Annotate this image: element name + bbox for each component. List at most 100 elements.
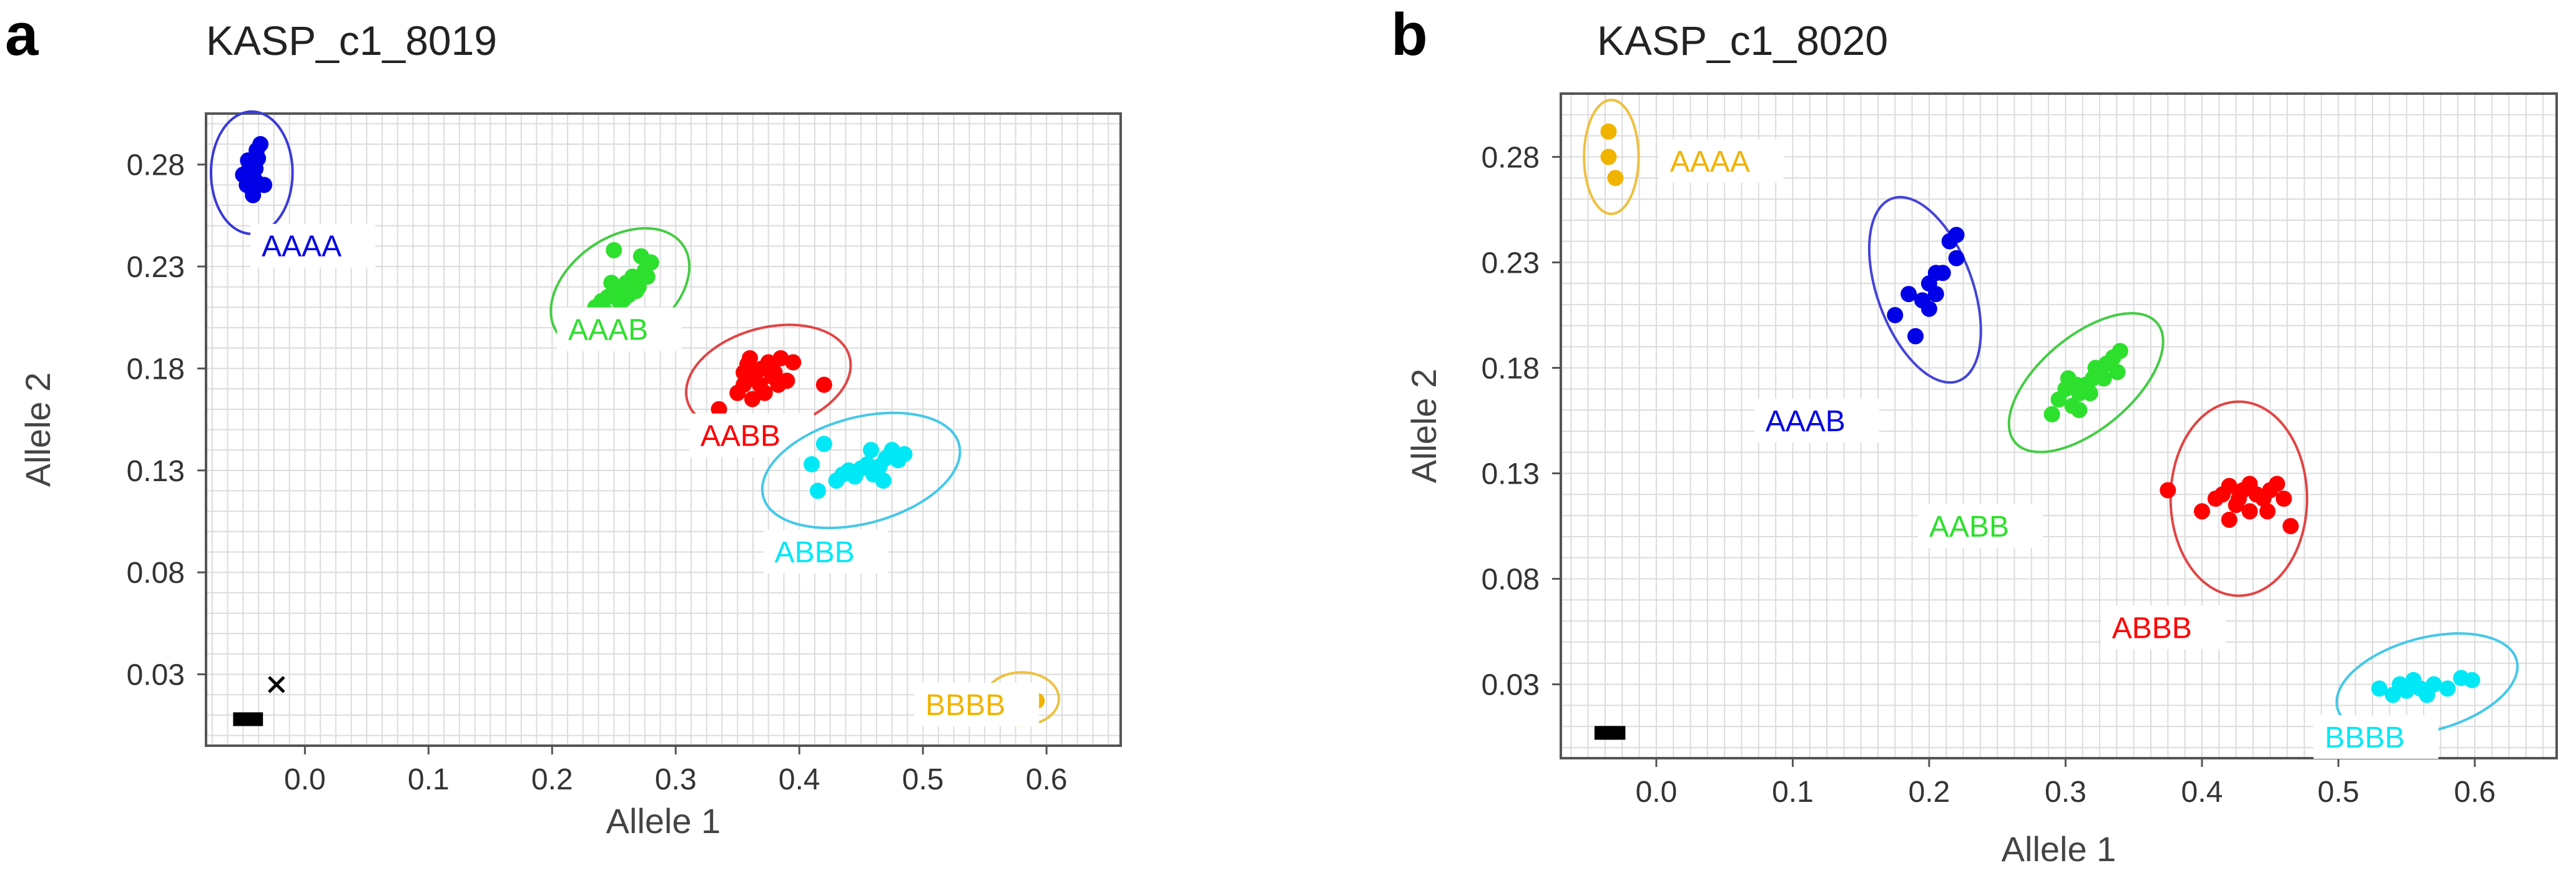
data-point	[2371, 680, 2387, 697]
cluster-ellipse	[1867, 195, 1982, 384]
data-point	[2282, 518, 2299, 535]
series-aaab: AAAB	[549, 227, 691, 351]
cluster-label-background	[1917, 504, 2043, 548]
x-tick-label: 0.6	[2454, 776, 2496, 809]
data-point	[875, 472, 892, 489]
cluster-label: AAAA	[1670, 145, 1750, 178]
cluster-ellipse	[2007, 311, 2165, 454]
data-point	[2109, 364, 2126, 381]
series-abbb: ABBB	[760, 411, 961, 573]
x-axis-label: Allele 1	[2002, 829, 2116, 869]
data-point	[1600, 149, 1617, 165]
data-point	[2082, 385, 2098, 402]
cluster-label-background	[250, 223, 376, 268]
panel-letter-a: a	[5, 1, 39, 68]
data-point	[2087, 359, 2104, 376]
cluster-label: AABB	[1929, 510, 2009, 544]
chart-title-b: KASP_c1_8020	[1597, 17, 1888, 64]
data-point	[1948, 227, 1965, 243]
data-point	[2269, 476, 2286, 492]
cluster-ellipse	[2169, 400, 2309, 597]
series-ntc	[1594, 726, 1626, 740]
x-tick-label: 0.4	[2181, 776, 2223, 809]
x-tick-label: 0.2	[531, 763, 573, 796]
cluster-ellipse	[760, 411, 961, 530]
data-point	[1927, 286, 1944, 303]
series-aabb: AABB	[1917, 311, 2165, 548]
y-tick-label: 0.13	[1482, 458, 1540, 491]
x-tick-label: 0.5	[2318, 776, 2359, 809]
data-point	[815, 376, 832, 393]
data-point	[896, 446, 913, 462]
data-point	[2439, 680, 2456, 697]
data-point	[756, 384, 773, 401]
cluster-label-background	[2100, 605, 2226, 650]
series-aabb: AABB	[685, 323, 852, 457]
x-tick-label: 0.4	[779, 763, 820, 796]
plot-area-b: 0.0 0.1 0.2 0.3 0.4 0.5 0.6 0.03 0.08 0.13 0.18 0.2…	[1404, 92, 2558, 869]
cluster-label-background	[557, 307, 682, 351]
x-tick-label: 0.0	[284, 763, 326, 796]
series-abbb: ABBB	[2100, 400, 2309, 650]
data-point	[632, 248, 649, 265]
x-tick-label: 0.3	[2045, 776, 2087, 809]
x-tick-label: 0.5	[902, 763, 944, 796]
data-point	[2464, 671, 2480, 688]
data-point	[2276, 490, 2293, 507]
data-point	[785, 354, 802, 371]
data-point	[639, 268, 656, 285]
series-aaab: AAAB	[1754, 195, 1982, 442]
grid	[206, 114, 1121, 746]
series-aaaa: AAAA	[209, 110, 376, 268]
cluster-label: ABBB	[2112, 612, 2192, 645]
data-point	[779, 373, 795, 389]
data-point	[1605, 726, 1626, 740]
panel-b: b KASP_c1_8020 0.0 0.1 0.2 0.3 0.4 0.5 0.6 0.03…	[1391, 1, 2558, 869]
series-bbbb: BBBB	[914, 671, 1061, 727]
y-axis-label: Allele 2	[18, 373, 57, 487]
y-tick-label: 0.18	[1482, 353, 1540, 386]
cluster-label-background	[1754, 398, 1879, 442]
x-tick-label: 0.0	[1636, 776, 1678, 809]
panel-a: a KASP_c1_8019 0.0 0.1 0.2 0.3 0.4 0.5 0.6 0.03…	[5, 1, 1122, 841]
data-point	[235, 167, 252, 183]
data-point	[1907, 328, 1924, 344]
plot-area-a: 0.0 0.1 0.2 0.3 0.4 0.5 0.6 0.03 0.08 0.13 0.18 0.2…	[18, 110, 1122, 841]
y-tick-label: 0.28	[1482, 141, 1540, 174]
series-undetermined	[268, 676, 285, 693]
x-tick-label: 0.2	[1909, 776, 1950, 809]
y-tick-label: 0.08	[127, 557, 185, 590]
x-tick-label: 0.1	[408, 763, 450, 796]
cluster-label: AAAB	[568, 314, 648, 347]
series-aaaa: AAAA	[1583, 99, 1784, 215]
data-point	[627, 283, 644, 300]
data-point	[2426, 676, 2442, 693]
data-point	[1600, 123, 1617, 140]
data-point	[815, 436, 832, 452]
chart-title-a: KASP_c1_8019	[206, 17, 497, 64]
series-bbbb: BBBB	[2313, 632, 2519, 759]
grid	[1561, 94, 2557, 758]
data-point	[1920, 300, 1937, 317]
data-point	[2043, 406, 2060, 422]
y-tick-label: 0.18	[127, 353, 185, 386]
data-point	[606, 241, 622, 258]
data-point	[863, 442, 880, 459]
y-axis-label: Allele 2	[1404, 369, 1443, 484]
data-point	[2230, 490, 2247, 507]
data-point	[248, 142, 265, 159]
x-tick-label: 0.6	[1026, 763, 1068, 796]
cluster-label: AAAA	[262, 230, 342, 263]
data-point	[2241, 503, 2258, 520]
data-point	[1607, 170, 1624, 187]
data-point	[2160, 482, 2176, 499]
cluster-label-background	[763, 529, 888, 573]
data-point	[1887, 307, 1904, 323]
cluster-label-background	[1658, 139, 1784, 183]
plot-frame	[1560, 92, 2558, 759]
data-point	[804, 456, 820, 473]
data-point	[243, 712, 263, 726]
data-point	[245, 187, 262, 203]
x-tick-label: 0.3	[655, 763, 697, 796]
data-point	[616, 291, 632, 308]
